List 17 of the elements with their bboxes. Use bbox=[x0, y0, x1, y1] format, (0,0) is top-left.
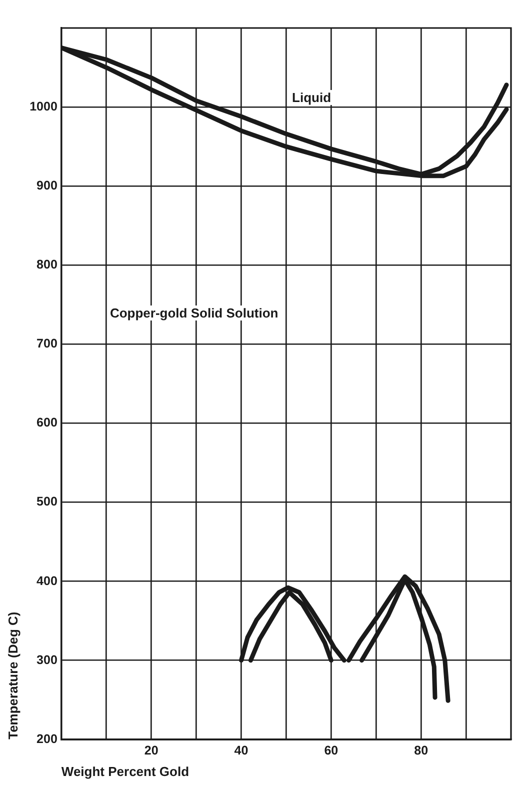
y-tick-label: 1000 bbox=[30, 100, 58, 114]
y-tick-label: 500 bbox=[36, 494, 58, 509]
y-tick-label: 800 bbox=[36, 258, 58, 272]
x-tick-label: 20 bbox=[144, 743, 158, 758]
y-tick-label: 600 bbox=[36, 416, 58, 430]
x-tick-label: 60 bbox=[324, 743, 338, 758]
y-tick-label: 400 bbox=[36, 574, 58, 588]
x-tick-label: 80 bbox=[414, 743, 428, 758]
x-tick-label: 40 bbox=[234, 743, 248, 758]
annotation: Copper-gold Solid Solution bbox=[110, 306, 278, 321]
y-tick-label: 900 bbox=[36, 178, 58, 193]
y-tick-label: 200 bbox=[36, 732, 58, 746]
y-tick-label: 700 bbox=[36, 336, 58, 351]
x-axis-title: Weight Percent Gold bbox=[61, 764, 190, 779]
annotation: Liquid bbox=[292, 90, 332, 105]
y-tick-label: 300 bbox=[36, 652, 58, 667]
y-axis-title: Temperature (Deg C) bbox=[5, 612, 20, 740]
